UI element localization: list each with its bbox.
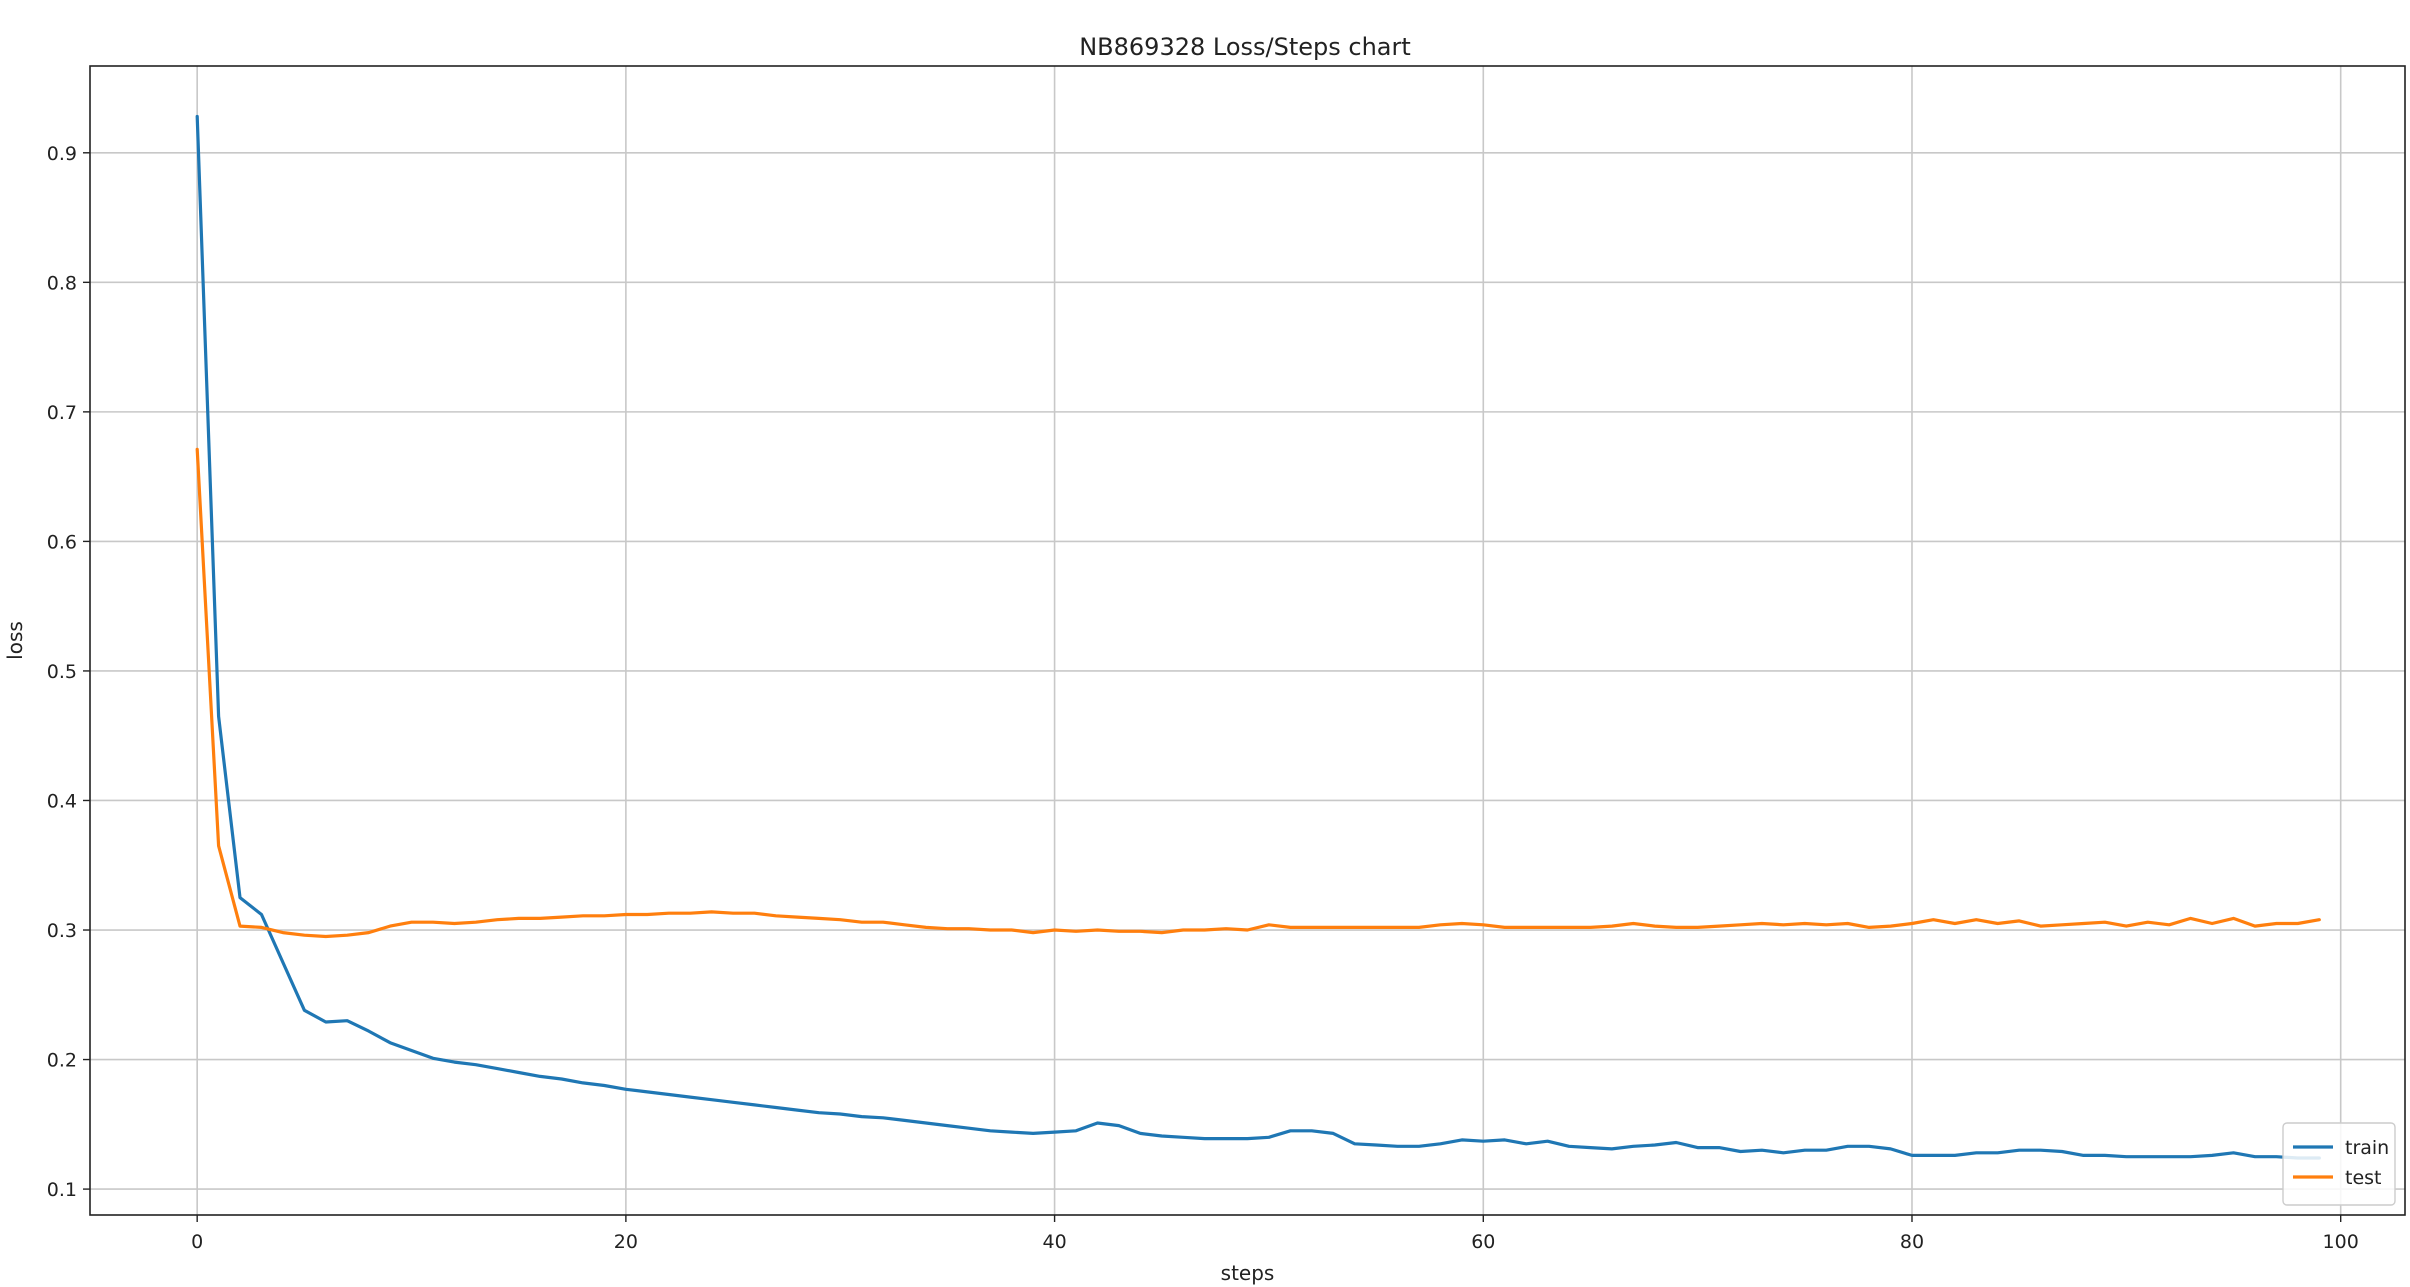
y-tick-label: 0.4 [47,790,77,812]
y-tick-label: 0.9 [47,143,77,165]
x-tick-label: 0 [191,1231,203,1253]
series-lines [195,114,2321,1160]
legend: train test [2282,1122,2396,1206]
y-tick-label: 0.6 [47,531,77,553]
series-line-test [195,447,2321,939]
grid-lines [90,66,2405,1215]
plot-area-frame [89,65,2406,1216]
x-tick-label: 80 [1900,1231,1924,1253]
legend-box [2282,1122,2396,1206]
y-tick-label: 0.8 [47,272,77,294]
x-tick-label: 100 [2323,1231,2359,1253]
y-tick-label: 0.5 [47,661,77,683]
x-axis-title: steps [1221,1261,1275,1285]
series-line-train [195,114,2321,1160]
y-axis-title: loss [3,621,27,660]
legend-label-train: train [2345,1137,2389,1159]
y-tick-label: 0.3 [47,920,77,942]
y-tick-label: 0.1 [47,1179,77,1201]
x-tick-label: 60 [1471,1231,1495,1253]
x-tick-label: 20 [614,1231,638,1253]
y-tick-label: 0.7 [47,402,77,424]
axis-ticks: 0 20 40 60 80 100 0.1 0.2 0.3 0.4 0.5 0.6 0.7 0.8 0.9 [47,143,2359,1253]
legend-label-test: test [2345,1167,2382,1189]
y-tick-label: 0.2 [47,1050,77,1072]
x-tick-label: 40 [1042,1231,1066,1253]
chart-title: NB869328 Loss/Steps chart [1079,33,1411,61]
